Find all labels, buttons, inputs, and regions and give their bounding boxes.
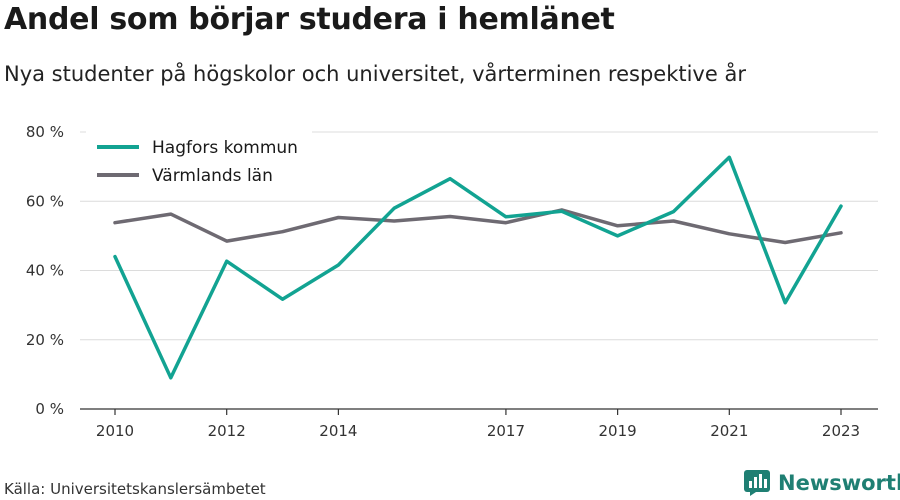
y-tick-label: 80 % <box>26 123 64 141</box>
brand-logo: Newsworthy <box>744 468 900 498</box>
x-tick-label: 2012 <box>208 422 246 440</box>
x-tick-label: 2010 <box>96 422 134 440</box>
series-lines <box>113 155 843 380</box>
y-tick-label: 60 % <box>26 192 64 210</box>
x-tick-label: 2023 <box>822 422 860 440</box>
x-tick-label: 2021 <box>710 422 748 440</box>
brand-name: Newsworthy <box>778 471 900 495</box>
x-tick-label: 2017 <box>487 422 525 440</box>
newsworthy-logo-icon <box>744 470 770 496</box>
series-line-0 <box>113 155 843 380</box>
chart-subtitle: Nya studenter på högskolor och universit… <box>4 62 746 86</box>
x-axis: 2010 2012 2014 2017 2019 2021 2023 <box>96 409 860 440</box>
series-line-1 <box>113 208 843 245</box>
y-tick-label: 40 % <box>26 262 64 280</box>
x-tick-label: 2014 <box>319 422 357 440</box>
chart-title: Andel som börjar studera i hemlänet <box>4 2 615 37</box>
y-tick-label: 20 % <box>26 331 64 349</box>
x-tick-label: 2019 <box>599 422 637 440</box>
source-note: Källa: Universitetskanslersämbetet <box>4 480 266 498</box>
legend: Hagfors kommun Värmlands län <box>86 126 312 192</box>
y-tick-label: 0 % <box>35 400 64 418</box>
legend-label: Hagfors kommun <box>152 138 298 158</box>
y-axis: 0 % 20 % 40 % 60 % 80 % <box>26 123 64 418</box>
legend-background <box>86 126 312 192</box>
legend-label: Värmlands län <box>152 166 273 186</box>
